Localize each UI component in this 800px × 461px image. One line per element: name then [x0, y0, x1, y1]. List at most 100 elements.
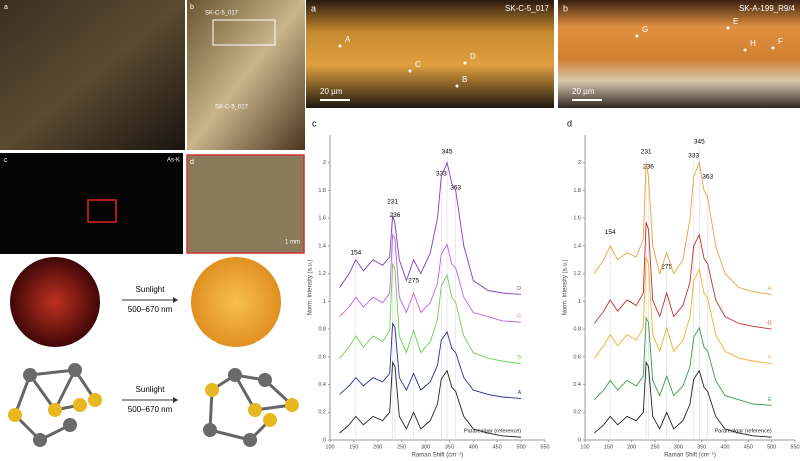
y-tick-label: 1.2 [573, 271, 581, 277]
panel-label: d [567, 118, 572, 128]
peak-label: 333 [436, 171, 447, 178]
peak-label: 345 [442, 148, 453, 155]
micrograph [186, 154, 305, 254]
series-label: B [517, 355, 521, 361]
spectrum [593, 256, 772, 365]
y-axis-label: Norm. Intensity (a.u.) [563, 259, 569, 315]
spectrum [593, 222, 772, 330]
y-tick-label: 1 [323, 299, 326, 305]
y-tick-label: 1.8 [573, 188, 581, 194]
spot [635, 34, 639, 38]
photo-night-watch [0, 0, 185, 150]
condition-range: 500–670 nm [128, 405, 173, 414]
x-tick-label: 200 [373, 444, 382, 450]
x-tick-label: 300 [674, 444, 683, 450]
panel-label: c [312, 118, 317, 128]
x-tick-label: 250 [650, 444, 659, 450]
panel-label: a [4, 4, 8, 11]
element-label: As-K [167, 158, 180, 164]
peak-label: 231 [641, 148, 652, 155]
panel-label: d [190, 159, 194, 166]
y-axis-label: Norm. Intensity (a.u.) [308, 259, 314, 315]
x-tick-label: 100 [325, 444, 334, 450]
x-tick-label: 150 [349, 444, 358, 450]
x-tick-label: 350 [445, 444, 454, 450]
series-label: Pararealgar (reference) [714, 429, 771, 435]
spot [771, 46, 775, 50]
y-tick-label: 0.6 [318, 354, 326, 360]
realgar-sample [10, 257, 100, 347]
x-tick-label: 400 [469, 444, 478, 450]
scale-label: 1 mm [285, 240, 300, 246]
spectrum [593, 316, 772, 406]
series-label: H [768, 286, 772, 292]
x-tick-label: 550 [540, 444, 549, 450]
spot-label: E [733, 17, 738, 26]
series-label: C [517, 314, 521, 320]
y-tick-label: 2 [323, 160, 326, 166]
peak-label: 236 [643, 164, 654, 171]
series-label: G [767, 321, 771, 327]
spot [463, 61, 467, 65]
y-tick-label: 0 [578, 437, 581, 443]
peak-label: 236 [390, 212, 401, 219]
x-tick-label: 450 [493, 444, 502, 450]
x-tick-label: 300 [421, 444, 430, 450]
spot [455, 84, 459, 88]
x-tick-label: 500 [767, 444, 776, 450]
realgar-molecule [8, 363, 102, 447]
y-tick-label: 0.8 [318, 327, 326, 333]
x-tick-label: 550 [790, 444, 799, 450]
series-label: D [517, 286, 521, 292]
arrow-head [173, 297, 178, 303]
x-tick-label: 500 [517, 444, 526, 450]
y-tick-label: 0.6 [573, 354, 581, 360]
cross-section [558, 0, 800, 108]
y-tick-label: 1.4 [318, 243, 326, 249]
spectrum [594, 360, 772, 438]
y-tick-label: 1.4 [573, 243, 581, 249]
series-label: F [768, 355, 772, 361]
spot [726, 26, 730, 30]
spot [743, 48, 747, 52]
peak-label: 154 [605, 229, 616, 236]
y-tick-label: 0 [323, 437, 326, 443]
x-tick-label: 250 [397, 444, 406, 450]
spot-label: SK-C-5_017 [215, 105, 249, 111]
y-tick-label: 0.2 [318, 410, 326, 416]
y-tick-label: 1.8 [318, 188, 326, 194]
x-tick-label: 200 [627, 444, 636, 450]
peak-label: 275 [661, 263, 672, 270]
x-tick-label: 350 [697, 444, 706, 450]
peak-label: 231 [387, 198, 398, 205]
y-tick-label: 0.8 [573, 327, 581, 333]
arrow-head [173, 397, 178, 403]
spot-label: H [750, 39, 756, 48]
panel-label: b [563, 3, 568, 13]
xrf-map [0, 153, 183, 254]
series-label: E [768, 397, 772, 403]
scale-label: 20 µm [572, 87, 595, 96]
series-label: A [517, 390, 521, 396]
condition: Sunlight [136, 385, 166, 394]
peak-label: 363 [702, 173, 713, 180]
map-frame [87, 199, 117, 223]
peak-label: 345 [694, 139, 705, 146]
spectrum [339, 321, 522, 399]
y-tick-label: 1 [578, 299, 581, 305]
x-axis-label: Raman Shift (cm⁻¹) [664, 453, 716, 459]
spot-label: A [345, 35, 351, 44]
photo-detail [187, 0, 305, 150]
peak-label: 154 [350, 250, 361, 257]
spot [408, 69, 412, 73]
spectrum [339, 360, 522, 438]
pararealgar-sample [191, 257, 281, 347]
spot-label: SK-C-5_017 [205, 11, 239, 17]
spot-label: B [462, 75, 467, 84]
panel-label: b [190, 4, 194, 11]
spot [338, 44, 342, 48]
panel-label: c [4, 157, 8, 164]
spectrum [339, 233, 522, 323]
y-tick-label: 2 [578, 160, 581, 166]
